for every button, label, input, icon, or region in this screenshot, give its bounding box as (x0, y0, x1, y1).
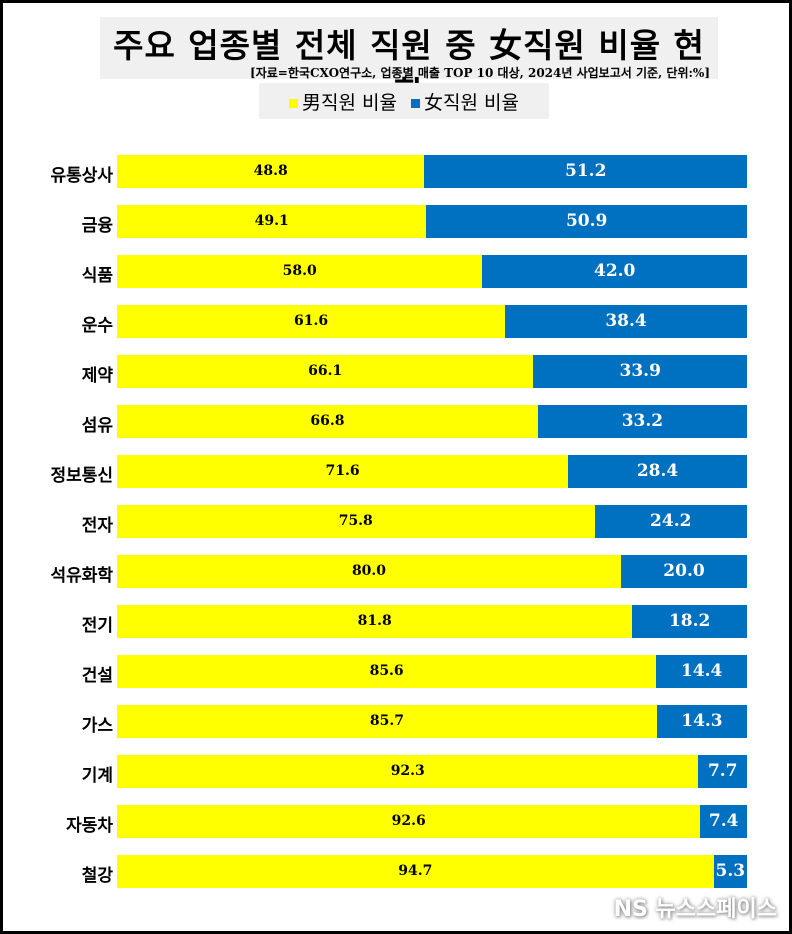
bar-male (117, 755, 699, 788)
legend-item-male: 男직원 비율 (289, 88, 397, 115)
value-label-male: 92.3 (390, 763, 425, 779)
category-label: 정보통신 (50, 466, 113, 486)
value-label-female: 24.2 (650, 511, 692, 531)
bar-male (117, 255, 483, 288)
legend: 男직원 비율 女직원 비율 (259, 83, 549, 119)
value-label-male: 75.8 (338, 513, 373, 529)
category-label: 자동차 (66, 816, 113, 836)
bar-female (533, 355, 747, 388)
value-label-female: 18.2 (668, 611, 711, 631)
bar-female (426, 205, 747, 238)
bar-male (117, 605, 633, 638)
category-label: 섬유 (81, 416, 113, 436)
value-label-female: 14.3 (681, 711, 723, 731)
bar-female (505, 305, 747, 338)
chart-subtitle: [자료=한국CXO연구소, 업종별 매출 TOP 10 대상, 2024년 사업… (250, 66, 710, 80)
legend-label-female: 女직원 비율 (424, 91, 519, 114)
category-label: 건설 (81, 666, 113, 686)
value-label-male: 66.1 (308, 363, 343, 379)
bar-male (117, 555, 621, 588)
value-label-female: 20.0 (663, 561, 705, 581)
value-label-female: 42.0 (593, 261, 636, 281)
bar-female (656, 705, 747, 738)
category-label: 전기 (81, 616, 113, 636)
value-label-male: 94.7 (398, 863, 433, 879)
bar-male (117, 205, 427, 238)
category-label: 기계 (81, 766, 113, 786)
bar-female (621, 555, 747, 588)
bar-female (698, 755, 747, 788)
bar-male (117, 805, 701, 838)
bar-male (117, 455, 569, 488)
bar-female (713, 855, 747, 888)
bar-female (482, 255, 747, 288)
value-label-male: 61.6 (293, 313, 329, 329)
bar-male (117, 355, 534, 388)
category-label: 제약 (81, 366, 113, 386)
value-label-male: 71.6 (325, 463, 360, 479)
bar-male (117, 705, 657, 738)
category-label: 철강 (81, 866, 113, 886)
value-label-female: 50.9 (565, 211, 608, 231)
category-label: 유통상사 (50, 166, 113, 186)
value-label-female: 14.4 (680, 661, 723, 681)
bar-male (117, 305, 506, 338)
value-label-male: 66.8 (310, 413, 345, 429)
title-box: 주요 업종별 전체 직원 중 女직원 비율 현황 [자료=한국CXO연구소, 업… (100, 17, 718, 113)
category-label: 전자 (81, 516, 113, 536)
value-label-female: 51.2 (565, 161, 607, 181)
value-label-female: 33.9 (619, 361, 661, 381)
bar-female (568, 455, 747, 488)
value-label-male: 92.6 (391, 813, 426, 829)
bar-female (656, 655, 747, 688)
bar-female (632, 605, 747, 638)
bar-male (117, 655, 657, 688)
value-label-female: 28.4 (636, 461, 679, 481)
bar-male (117, 155, 425, 188)
value-label-male: 85.6 (369, 663, 404, 679)
category-label: 금융 (81, 216, 113, 236)
category-label: 석유화학 (50, 566, 113, 586)
legend-swatch-female (411, 99, 420, 108)
legend-label-male: 男직원 비율 (302, 91, 397, 114)
value-label-male: 49.1 (254, 213, 289, 229)
legend-item-female: 女직원 비율 (411, 88, 519, 115)
category-label: 식품 (81, 266, 113, 286)
value-label-male: 81.8 (357, 613, 392, 629)
watermark-logo: NS 뉴스스페이스 (613, 897, 777, 922)
value-label-female: 7.7 (707, 761, 738, 781)
value-label-male: 85.7 (369, 713, 404, 729)
bar-female (537, 405, 747, 438)
value-label-male: 58.0 (282, 263, 317, 279)
bar-male (117, 405, 538, 438)
value-label-female: 33.2 (621, 411, 664, 431)
value-label-female: 5.3 (715, 861, 746, 881)
value-label-male: 80.0 (351, 563, 387, 579)
bar-female (424, 155, 747, 188)
category-label: 가스 (81, 716, 113, 736)
bar-male (117, 855, 714, 888)
value-label-female: 38.4 (605, 311, 647, 331)
bar-female (594, 505, 747, 538)
category-label: 운수 (81, 316, 113, 336)
value-label-male: 48.8 (253, 163, 288, 179)
bar-female (700, 805, 747, 838)
bar-male (117, 505, 595, 538)
legend-swatch-male (289, 99, 299, 108)
value-label-female: 7.4 (708, 811, 739, 831)
